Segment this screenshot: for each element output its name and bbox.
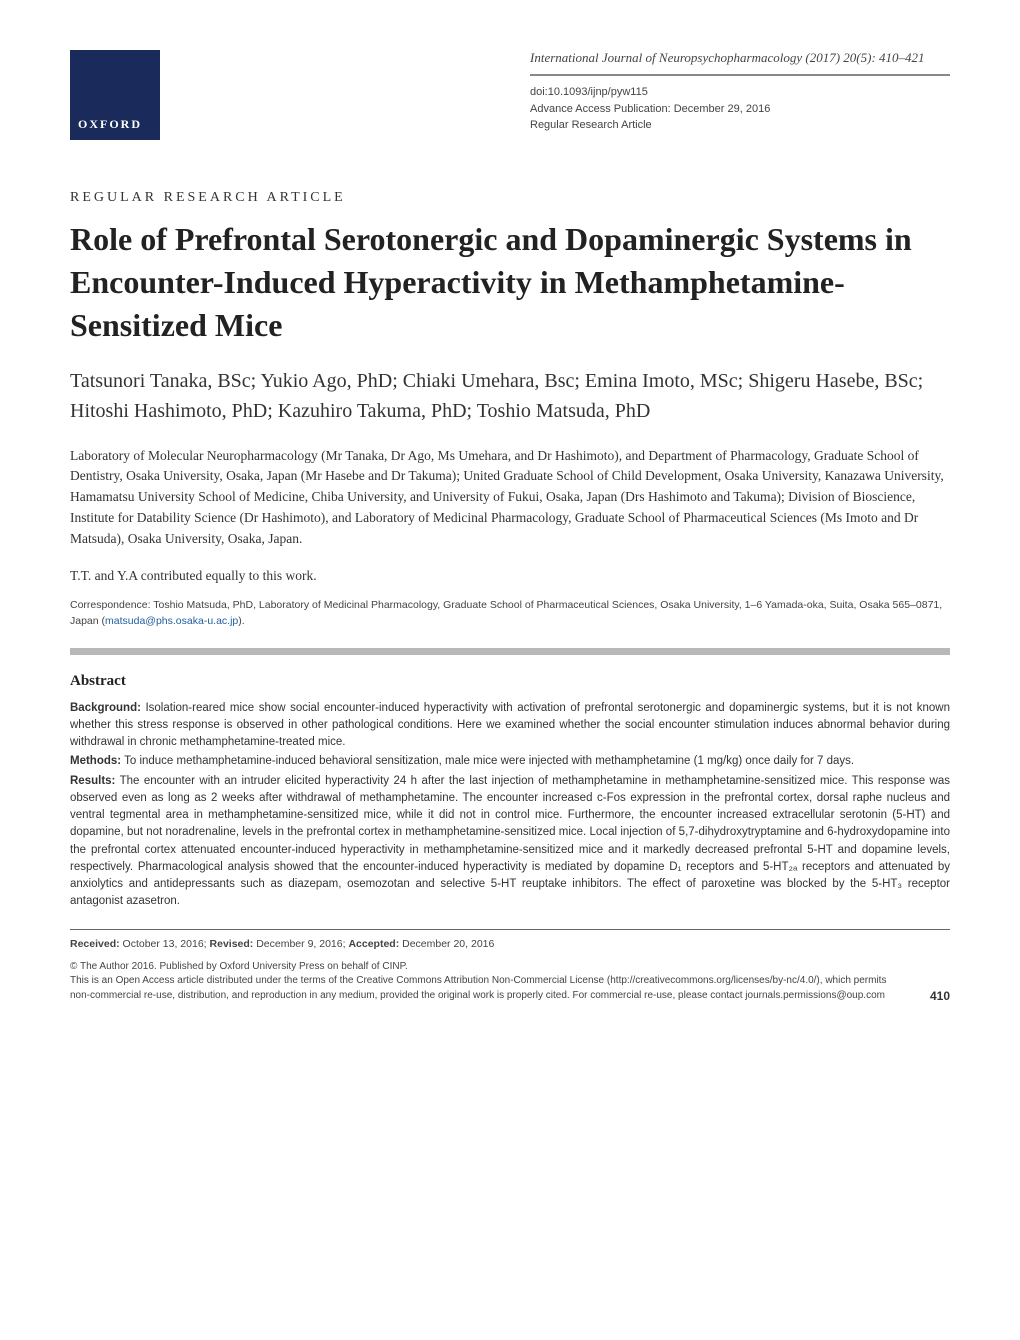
article-type-heading: REGULAR RESEARCH ARTICLE xyxy=(70,190,950,206)
received-label: Received: xyxy=(70,938,120,950)
header-meta: International Journal of Neuropsychophar… xyxy=(530,50,950,134)
contribution-note: T.T. and Y.A contributed equally to this… xyxy=(70,568,950,584)
revised-date: December 9, 2016; xyxy=(253,938,348,950)
affiliations: Laboratory of Molecular Neuropharmacolog… xyxy=(70,446,950,551)
meta-divider xyxy=(530,74,950,76)
author-list: Tatsunori Tanaka, BSc; Yukio Ago, PhD; C… xyxy=(70,366,950,426)
doi: doi:10.1093/ijnp/pyw115 xyxy=(530,84,950,101)
abstract-background-text: Isolation-reared mice show social encoun… xyxy=(70,702,950,749)
footer-divider xyxy=(70,929,950,930)
copyright-block: © The Author 2016. Published by Oxford U… xyxy=(70,960,900,1004)
advance-publication-date: Advance Access Publication: December 29,… xyxy=(530,101,950,118)
correspondence-email-link[interactable]: matsuda@phs.osaka-u.ac.jp xyxy=(105,615,238,627)
article-title: Role of Prefrontal Serotonergic and Dopa… xyxy=(70,218,950,348)
publisher-badge-text: OXFORD xyxy=(78,117,142,132)
footer-dates: Received: October 13, 2016; Revised: Dec… xyxy=(70,938,950,950)
revised-label: Revised: xyxy=(210,938,254,950)
journal-citation: International Journal of Neuropsychophar… xyxy=(530,50,950,66)
correspondence-suffix: ). xyxy=(238,615,244,627)
abstract-background-label: Background: xyxy=(70,702,141,714)
abstract-divider xyxy=(70,648,950,655)
abstract-methods-text: To induce methamphetamine-induced behavi… xyxy=(121,755,854,767)
page-number: 410 xyxy=(930,989,950,1003)
abstract-methods-label: Methods: xyxy=(70,755,121,767)
abstract-heading: Abstract xyxy=(70,673,950,690)
abstract-results-label: Results: xyxy=(70,775,115,787)
abstract-body: Background: Isolation-reared mice show s… xyxy=(70,700,950,911)
article-type-small: Regular Research Article xyxy=(530,117,950,134)
accepted-date: December 20, 2016 xyxy=(399,938,494,950)
copyright-line-1: © The Author 2016. Published by Oxford U… xyxy=(70,960,900,975)
accepted-label: Accepted: xyxy=(348,938,399,950)
abstract-results-text: The encounter with an intruder elicited … xyxy=(70,775,950,908)
copyright-line-2: This is an Open Access article distribut… xyxy=(70,974,900,1003)
correspondence: Correspondence: Toshio Matsuda, PhD, Lab… xyxy=(70,598,950,630)
publisher-badge: OXFORD xyxy=(70,50,160,140)
received-date: October 13, 2016; xyxy=(120,938,210,950)
